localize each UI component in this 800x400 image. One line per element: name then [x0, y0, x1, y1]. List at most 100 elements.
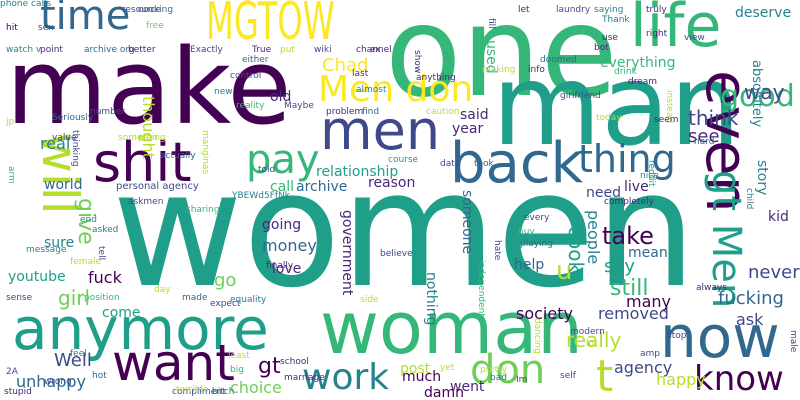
cloud-word: agency	[614, 358, 673, 377]
cloud-word: tell	[96, 246, 106, 261]
cloud-word: u	[556, 256, 573, 286]
cloud-word: find	[362, 107, 380, 117]
cloud-word: jp	[6, 117, 15, 127]
cloud-word: story	[754, 160, 770, 196]
cloud-word: personal agency	[116, 181, 199, 192]
cloud-word: feel	[70, 349, 87, 359]
cloud-word: every	[524, 213, 550, 223]
cloud-word: arm	[6, 166, 16, 184]
cloud-word: finally	[266, 261, 294, 271]
cloud-word: position	[84, 293, 120, 303]
cloud-word: sharing	[186, 205, 220, 215]
cloud-word: happy	[656, 370, 706, 389]
cloud-word: completely	[604, 197, 654, 207]
cloud-word: someone	[459, 190, 475, 255]
cloud-word: need	[586, 185, 621, 201]
cloud-word: unhappy	[16, 372, 87, 391]
cloud-word: big	[230, 365, 244, 375]
cloud-word: year	[452, 121, 484, 137]
cloud-word: date	[440, 159, 461, 169]
cloud-word: course	[388, 155, 419, 165]
cloud-word: pay	[246, 137, 320, 183]
cloud-word: use	[602, 33, 618, 43]
cloud-word: dream	[628, 77, 658, 87]
cloud-word: everything	[600, 55, 676, 71]
cloud-word: now	[660, 303, 780, 371]
cloud-word: Well	[54, 350, 92, 371]
cloud-word: choice	[230, 378, 282, 397]
cloud-word: anything	[416, 73, 456, 83]
cloud-word: going	[262, 217, 302, 233]
cloud-word: man	[492, 41, 741, 171]
cloud-word: stupid	[4, 387, 32, 397]
cloud-word: Chad	[322, 55, 369, 76]
cloud-word: value	[52, 133, 77, 143]
cloud-word: deserve	[735, 5, 792, 21]
cloud-word: Thank	[602, 15, 630, 25]
cloud-word: caution	[426, 107, 460, 117]
cloud-word: Seriously	[52, 113, 94, 123]
cloud-word: want	[112, 334, 235, 392]
cloud-word: expect	[210, 299, 241, 309]
cloud-word: free	[146, 21, 164, 31]
cloud-word: True	[252, 45, 272, 55]
cloud-word: absolutely	[749, 60, 764, 128]
cloud-word: marriage	[284, 373, 325, 383]
cloud-word: money	[262, 236, 317, 255]
cloud-word: believe	[380, 249, 413, 259]
cloud-word: terrible	[176, 385, 209, 395]
cloud-word: bitch	[212, 387, 235, 397]
cloud-word: drink	[614, 67, 637, 77]
cloud-word: school	[280, 357, 309, 367]
cloud-word: channel	[356, 45, 392, 55]
cloud-word: cooking	[138, 5, 174, 15]
cloud-word: equality	[230, 295, 267, 305]
cloud-word: female	[70, 257, 102, 267]
cloud-word: thing	[578, 137, 676, 181]
cloud-word: buy	[518, 227, 535, 237]
cloud-word: woman	[320, 286, 583, 370]
cloud-word: still	[610, 276, 649, 301]
cloud-word: world	[44, 177, 83, 193]
cloud-word: know	[694, 359, 784, 399]
cloud-word: almost	[356, 85, 387, 95]
cloud-word: went	[450, 379, 485, 395]
cloud-word: cook	[564, 226, 588, 274]
cloud-word: Men don	[318, 69, 474, 110]
cloud-word: nothing	[423, 272, 439, 326]
cloud-word: anymore	[12, 295, 269, 363]
cloud-word: take	[602, 222, 654, 250]
cloud-word: resource	[122, 5, 161, 15]
cloud-word: put	[280, 45, 295, 55]
cloud-word: Exactly	[190, 45, 223, 55]
cloud-word: hit	[6, 23, 18, 33]
cloud-word: work	[302, 357, 390, 398]
cloud-word: Maybe	[284, 101, 314, 111]
cloud-word: modern	[570, 327, 605, 337]
cloud-word: doomed	[540, 55, 577, 65]
cloud-word: fucking	[718, 288, 784, 309]
cloud-word: yet	[440, 363, 455, 373]
cloud-word: girl	[58, 286, 91, 310]
cloud-word: lot	[586, 339, 598, 349]
cloud-word: manginas	[200, 130, 210, 175]
cloud-word: plan	[138, 133, 158, 143]
cloud-word: child	[744, 188, 754, 210]
cloud-word: compliment	[172, 387, 226, 397]
cloud-word: asked	[92, 225, 119, 235]
cloud-word: t	[596, 351, 614, 400]
cloud-word: thought	[139, 96, 158, 159]
cloud-word: help	[514, 257, 545, 273]
cloud-word: seem	[654, 115, 679, 125]
cloud-word: watch v	[6, 45, 42, 55]
cloud-word: phone calls	[0, 0, 52, 9]
cloud-word: see	[688, 126, 720, 147]
cloud-word: point	[40, 45, 63, 55]
cloud-word: old	[270, 89, 292, 105]
cloud-word: amp	[640, 349, 660, 359]
cloud-word: removed	[598, 304, 669, 323]
cloud-word: live	[624, 179, 649, 195]
cloud-word: way	[744, 80, 785, 104]
cloud-word: took	[474, 159, 494, 169]
cloud-word: really	[566, 328, 622, 352]
